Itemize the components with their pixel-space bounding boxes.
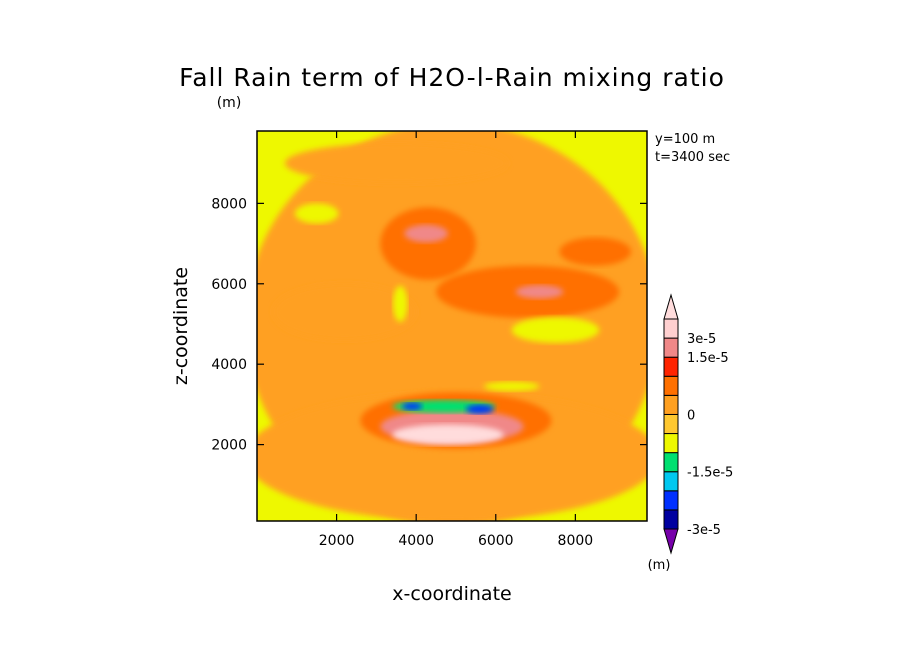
- contour-small-green-streak: [393, 285, 408, 322]
- y-tick-label: 2000: [211, 438, 247, 454]
- contour-upper-right-orange: [559, 237, 632, 266]
- colorbar-label: 3e-5: [687, 332, 716, 347]
- contour-left-orange-streak: [272, 283, 417, 341]
- colorbar-box: [663, 471, 679, 492]
- colorbar: 3e-5 1.5e-5 0 -1.5e-5 -3e-5: [663, 293, 733, 555]
- contour-central-orange-blob: [380, 207, 476, 280]
- info-y: y=100 m: [655, 132, 715, 147]
- x-axis: 2000 4000 6000 8000: [319, 131, 593, 549]
- x-tick-label: 6000: [478, 533, 514, 549]
- y-axis: 2000 4000 6000 8000: [211, 196, 647, 454]
- info-t: t=3400 sec: [655, 150, 730, 165]
- y-axis-label: z-coordinate: [170, 267, 192, 385]
- colorbar-label: -3e-5: [687, 523, 721, 538]
- contour-upper-left-green: [294, 203, 339, 224]
- colorbar-box: [663, 490, 679, 511]
- colorbar-box: [663, 413, 679, 435]
- colorbar-box: [663, 356, 679, 377]
- contour-rain-pink-core: [392, 424, 504, 445]
- contour-rain-blue-left: [402, 402, 423, 411]
- units-label: (m): [217, 95, 242, 111]
- colorbar-box: [663, 337, 679, 358]
- y-tick-label: 4000: [211, 357, 247, 373]
- contour-right-green-ellipse: [511, 317, 600, 343]
- y-tick-label: 8000: [211, 196, 247, 212]
- colorbar-high-triangle: [663, 293, 679, 320]
- contour-mid-green-strip: [483, 381, 540, 392]
- contour-upper-orange-band: [284, 143, 508, 184]
- colorbar-label: 1.5e-5: [687, 351, 729, 366]
- x-tick-label: 8000: [558, 533, 594, 549]
- plot-frame: [256, 130, 648, 522]
- colorbar-unit: (m): [648, 558, 671, 573]
- plot-area: [257, 131, 647, 521]
- x-tick-label: 2000: [319, 533, 355, 549]
- colorbar-box: [663, 394, 679, 415]
- colorbar-low-triangle: [663, 528, 679, 555]
- contour-central-red-core: [404, 224, 449, 243]
- contour-right-red-core: [515, 284, 564, 299]
- colorbar-label: 0: [687, 408, 695, 423]
- colorbar-box: [663, 452, 679, 473]
- chart-title: Fall Rain term of H2O-l-Rain mixing rati…: [179, 63, 725, 92]
- contour-rain-blue-core: [465, 404, 494, 414]
- colorbar-label: -1.5e-5: [687, 466, 733, 481]
- x-tick-label: 4000: [398, 533, 434, 549]
- colorbar-box: [663, 375, 679, 396]
- colorbar-box: [663, 433, 679, 454]
- y-tick-label: 6000: [211, 277, 247, 293]
- x-axis-label: x-coordinate: [392, 583, 511, 605]
- contour-features: [257, 131, 647, 521]
- colorbar-box: [663, 509, 679, 530]
- colorbar-box: [663, 318, 679, 339]
